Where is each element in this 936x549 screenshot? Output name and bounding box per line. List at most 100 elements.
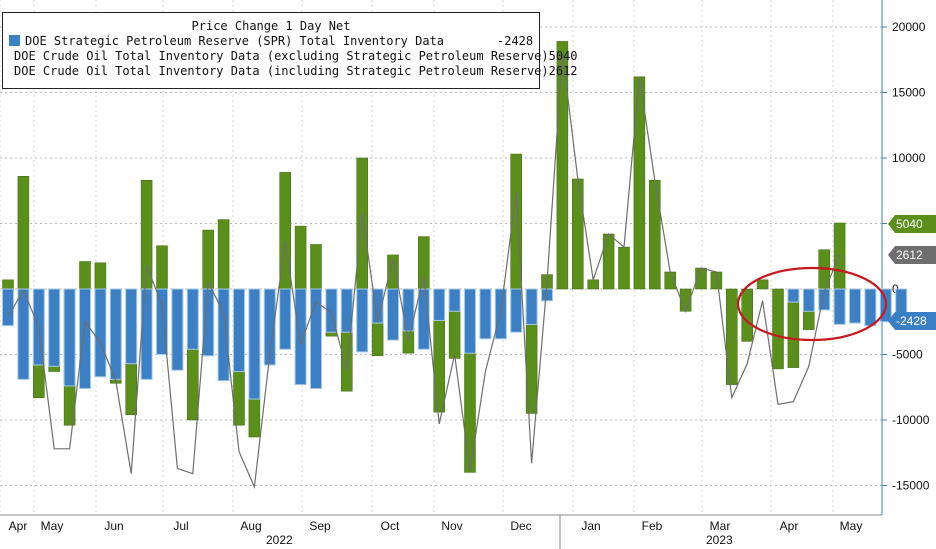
legend-entry-crude-ex-spr: DOE Crude Oil Total Inventory Data (excl… (3, 48, 578, 63)
bar-crude-ex-spr (217, 219, 230, 290)
legend: Price Change 1 Day Net DOE Strategic Pet… (2, 12, 578, 89)
bar-spr (17, 288, 30, 380)
bar-spr (186, 288, 199, 350)
bar-spr (48, 288, 61, 367)
x-tick-label: Dec (510, 519, 531, 533)
bar-spr (263, 288, 276, 366)
value-tag-crude-ex-spr: 5040 (888, 215, 936, 233)
legend-label-crude-ex-spr: DOE Crude Oil Total Inventory Data (excl… (14, 48, 549, 63)
bar-spr (79, 288, 91, 390)
bar-spr (94, 288, 107, 378)
y-tick-label: -15000 (892, 479, 930, 493)
bar-crude-ex-spr (756, 279, 769, 290)
bar-spr (248, 288, 261, 400)
bar-spr (464, 288, 476, 354)
bar-spr (279, 288, 292, 350)
bar-spr (202, 288, 215, 357)
bar-spr (371, 288, 384, 324)
bar-spr (541, 288, 553, 302)
bar-spr (802, 288, 815, 312)
x-tick-label: May (840, 519, 863, 533)
y-tick-label: 10000 (892, 151, 926, 165)
bar-spr (2, 288, 14, 327)
bar-crude-ex-spr (572, 178, 584, 290)
bar-crude-ex-spr (294, 225, 307, 290)
legend-title: Price Change 1 Day Net (191, 19, 351, 33)
legend-label-spr: DOE Strategic Petroleum Reserve (SPR) To… (25, 33, 445, 48)
y-tick-label: 20000 (892, 20, 926, 34)
bar-spr (156, 288, 168, 355)
bar-crude-ex-spr (587, 279, 599, 290)
x-tick-label: Nov (441, 519, 462, 533)
x-tick-label: Mar (710, 519, 731, 533)
highlight-ellipse (736, 266, 888, 342)
bar-crude-ex-spr (156, 245, 168, 290)
bar-crude-ex-spr (17, 176, 30, 290)
bar-crude-ex-spr (726, 288, 738, 385)
bar-spr (63, 288, 76, 387)
y-tick-label: -5000 (892, 348, 923, 362)
bar-spr (356, 288, 369, 353)
legend-label-crude-incl-spr: DOE Crude Oil Total Inventory Data (incl… (14, 63, 549, 78)
bar-spr (525, 288, 538, 325)
x-tick-label: Apr (9, 519, 28, 533)
x-tick-label: Jul (173, 519, 188, 533)
bar-crude-ex-spr (772, 288, 784, 370)
bar-spr (448, 288, 461, 312)
bar-spr (140, 288, 153, 380)
x-tick-label: Oct (381, 519, 400, 533)
bar-spr (510, 288, 523, 333)
bar-spr (233, 288, 245, 373)
bar-spr (125, 288, 138, 365)
legend-value-crude-ex-spr: 5040 (548, 48, 578, 63)
x-tick-label: Aug (240, 519, 261, 533)
bar-spr (787, 288, 800, 303)
value-tag-spr: -2428 (888, 312, 936, 330)
legend-value-crude-incl-spr: 2612 (548, 63, 578, 78)
bar-spr (171, 288, 184, 371)
bar-crude-ex-spr (310, 244, 322, 290)
y-tick-label: 15000 (892, 86, 926, 100)
x-tick-label: Apr (780, 519, 799, 533)
bar-spr (310, 288, 322, 390)
bar-crude-ex-spr (94, 262, 107, 290)
year-label-2023: 2023 (706, 533, 733, 547)
bar-spr (479, 288, 492, 340)
legend-entry-spr: DOE Strategic Petroleum Reserve (SPR) To… (3, 33, 539, 48)
bar-crude-ex-spr (602, 233, 615, 290)
bar-crude-ex-spr (649, 180, 661, 290)
bar-spr (294, 288, 307, 386)
bar-spr (109, 288, 122, 380)
y-tick-label: -10000 (892, 413, 930, 427)
bar-crude-ex-spr (618, 246, 630, 290)
bar-crude-ex-spr (202, 229, 214, 290)
year-label-2022: 2022 (266, 533, 293, 547)
bar-crude-ex-spr (79, 261, 91, 290)
x-tick-label: Feb (642, 519, 663, 533)
bar-crude-ex-spr (741, 288, 753, 342)
x-tick-label: Jun (104, 519, 123, 533)
bar-crude-ex-spr (356, 157, 368, 290)
legend-entry-crude-incl-spr: DOE Crude Oil Total Inventory Data (incl… (3, 63, 578, 78)
bar-spr (217, 288, 230, 382)
bar-spr (494, 288, 507, 340)
bar-spr (849, 288, 861, 324)
legend-swatch-spr (9, 35, 20, 46)
bar-spr (864, 288, 877, 327)
value-tag-crude-incl-spr: 2612 (888, 246, 936, 264)
bar-spr (325, 288, 338, 333)
bar-spr (433, 288, 446, 321)
x-tick-label: Sep (309, 519, 331, 533)
bar-spr (833, 288, 846, 325)
legend-value-spr: -2428 (497, 33, 534, 48)
bar-crude-ex-spr (2, 279, 14, 290)
bar-crude-ex-spr (633, 76, 646, 290)
bar-spr (818, 288, 831, 311)
bar-crude-ex-spr (556, 41, 569, 290)
bar-spr (387, 288, 399, 341)
line-crude-incl-spr (7, 53, 841, 490)
bar-spr (417, 288, 430, 350)
x-tick-label: Jan (581, 519, 600, 533)
x-tick-label: May (41, 519, 64, 533)
